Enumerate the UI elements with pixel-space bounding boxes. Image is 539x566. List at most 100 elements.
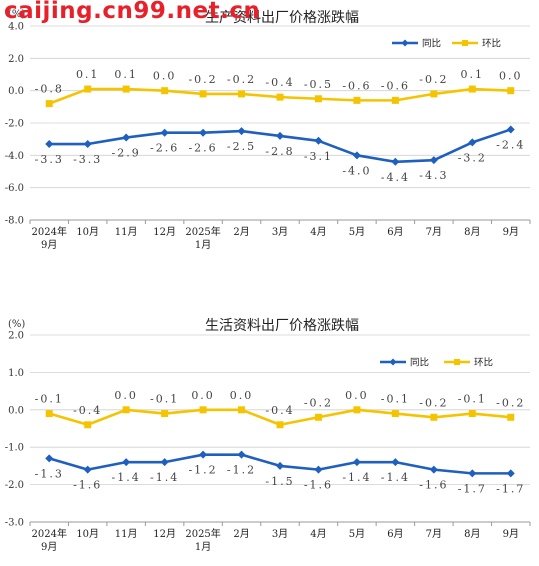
data-point-yoy: [276, 461, 284, 470]
data-point-mom: [468, 410, 476, 418]
data-label-yoy: -1.7: [458, 482, 487, 495]
data-label-yoy: -1.4: [342, 471, 371, 484]
data-point-yoy: [352, 458, 361, 467]
x-tick-label-line: 5月: [349, 528, 365, 540]
data-label-mom: -0.6: [381, 79, 410, 92]
data-point-yoy: [429, 156, 438, 165]
data-point-yoy: [45, 454, 54, 463]
data-label-yoy: -2.4: [496, 138, 525, 151]
x-tick-label: 2月: [233, 528, 249, 540]
data-point-mom: [161, 410, 169, 418]
x-tick-label: 9月: [503, 226, 519, 238]
data-point-mom: [161, 87, 169, 95]
data-point-yoy: [199, 450, 208, 459]
x-tick-label-line: 9月: [503, 226, 519, 238]
y-tick-label: -1.0: [5, 443, 24, 454]
data-label-yoy: -2.6: [150, 142, 179, 155]
data-label-mom: -0.1: [35, 393, 64, 406]
data-label-mom: 0.0: [114, 389, 138, 402]
x-tick-label: 6月: [387, 226, 403, 238]
x-tick-label-line: 2024年: [32, 527, 67, 540]
data-point-mom: [238, 406, 246, 414]
data-point-mom: [314, 413, 322, 421]
data-point-yoy: [314, 136, 323, 145]
data-label-yoy: -1.4: [112, 471, 141, 484]
y-tick-label: 0.0: [8, 86, 24, 97]
data-point-mom: [391, 96, 399, 104]
data-label-yoy: -1.6: [73, 479, 102, 492]
x-tick-label: 2024年 9月: [32, 225, 67, 251]
data-label-yoy: -2.5: [227, 140, 256, 153]
x-tick-label-line: 1月: [195, 239, 211, 251]
x-tick-label: 5月: [349, 528, 365, 540]
x-tick-label: 12月: [153, 528, 176, 540]
data-label-yoy: -2.6: [188, 142, 217, 155]
data-label-mom: -0.2: [304, 396, 333, 409]
x-tick-label-line: 8月: [464, 226, 480, 238]
x-tick-label-line: 5月: [349, 226, 365, 238]
y-tick-label: -4.0: [5, 151, 24, 162]
x-tick-label: 7月: [426, 226, 442, 238]
x-tick-label: 2025年 1月: [185, 527, 220, 553]
x-tick-label-line: 4月: [310, 528, 326, 540]
data-label-mom: -0.5: [304, 78, 333, 91]
data-point-mom: [353, 406, 361, 414]
y-tick-label: -6.0: [5, 183, 24, 194]
data-label-yoy: -1.2: [227, 464, 256, 477]
data-point-yoy: [122, 133, 131, 142]
data-label-mom: -0.8: [35, 83, 64, 96]
legend-marker: [401, 39, 409, 47]
data-label-yoy: -1.6: [419, 479, 448, 492]
x-tick-label: 2024年 9月: [32, 527, 67, 553]
data-label-yoy: -1.5: [265, 475, 294, 488]
x-tick-label: 10月: [76, 226, 99, 238]
y-tick-label: 0.0: [8, 405, 24, 416]
data-label-mom: -0.1: [458, 393, 487, 406]
x-tick-label: 10月: [76, 528, 99, 540]
data-point-yoy: [391, 157, 400, 166]
x-tick-label-line: 2024年: [32, 225, 67, 238]
legend-marker: [462, 40, 468, 46]
data-point-yoy: [276, 131, 284, 140]
data-point-yoy: [237, 450, 246, 459]
x-tick-label-line: 3月: [272, 528, 288, 540]
legend-marker: [389, 358, 397, 366]
data-label-mom: 0.0: [345, 389, 369, 402]
data-point-mom: [199, 90, 207, 98]
data-point-yoy: [45, 140, 54, 149]
x-tick-label: 4月: [310, 528, 326, 540]
data-point-yoy: [391, 458, 400, 467]
chart-title: 生产资料出厂价格涨跌幅: [205, 10, 359, 26]
legend-label: 环比: [482, 38, 501, 50]
data-point-mom: [276, 421, 284, 429]
data-label-yoy: -1.3: [35, 467, 64, 480]
x-tick-label: 3月: [272, 528, 288, 540]
y-unit-label: (%): [8, 319, 25, 330]
data-point-mom: [238, 90, 246, 98]
data-label-mom: -0.2: [419, 396, 448, 409]
data-label-mom: 0.0: [153, 70, 177, 83]
data-point-mom: [84, 421, 92, 429]
x-tick-label-line: 6月: [387, 226, 403, 238]
data-label-yoy: -4.4: [381, 171, 410, 184]
chart-consumer-goods: 生活资料出厂价格涨跌幅 (%)2.0 1.0 0.0 -1.0 -2.0 -3.0 2024年…: [5, 318, 531, 553]
data-point-yoy: [352, 151, 361, 160]
x-tick-label: 12月: [153, 226, 176, 238]
x-tick-label: 2月: [233, 226, 249, 238]
data-label-yoy: -2.9: [112, 147, 141, 160]
data-label-yoy: -3.3: [35, 153, 64, 166]
data-label-mom: 0.1: [76, 68, 100, 81]
x-tick-label-line: 9月: [41, 541, 57, 553]
x-tick-label: 3月: [272, 226, 288, 238]
legend-label: 同比: [410, 357, 429, 369]
x-tick-label-line: 12月: [153, 226, 176, 238]
chart-title: 生活资料出厂价格涨跌幅: [205, 318, 359, 334]
x-tick-label-line: 2025年: [185, 225, 220, 238]
data-point-yoy: [506, 125, 515, 134]
data-point-yoy: [506, 469, 515, 478]
x-tick-label-line: 12月: [153, 528, 176, 540]
x-tick-label-line: 6月: [387, 528, 403, 540]
data-point-yoy: [160, 128, 169, 137]
x-tick-label-line: 11月: [115, 528, 138, 540]
